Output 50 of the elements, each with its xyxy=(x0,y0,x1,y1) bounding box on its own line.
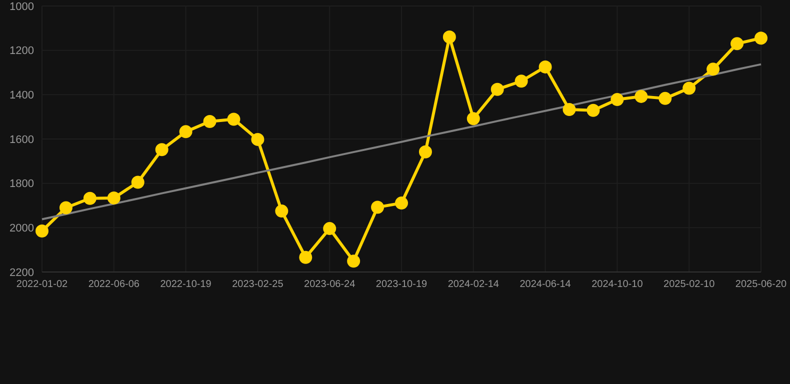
y-tick-label: 1800 xyxy=(10,178,34,190)
x-tick-label: 2024-10-10 xyxy=(592,279,644,290)
x-tick-label: 2022-06-06 xyxy=(88,279,140,290)
point xyxy=(371,200,384,214)
point xyxy=(323,222,336,236)
x-tick-label: 2022-01-02 xyxy=(16,279,68,290)
point xyxy=(706,62,720,76)
y-tick-label: 1000 xyxy=(10,0,34,13)
point xyxy=(586,104,600,117)
point xyxy=(754,32,768,45)
point xyxy=(131,176,144,189)
x-tick-label: 2024-06-14 xyxy=(520,279,572,290)
point xyxy=(514,74,528,88)
point xyxy=(658,92,672,105)
point xyxy=(227,112,240,126)
y-tick-label: 2000 xyxy=(10,222,34,235)
point xyxy=(490,82,504,96)
point xyxy=(83,192,96,205)
x-tick-label: 2025-02-10 xyxy=(664,279,716,290)
point xyxy=(155,143,168,156)
point xyxy=(538,60,552,74)
x-tick-label: 2025-06-20 xyxy=(735,279,788,290)
x-tick-label: 2022-10-19 xyxy=(160,279,212,290)
point xyxy=(203,114,216,128)
point xyxy=(299,250,312,264)
y-tick-label: 2200 xyxy=(10,266,34,279)
point xyxy=(395,196,408,210)
point xyxy=(418,145,432,158)
x-tick-label: 2023-06-24 xyxy=(304,279,356,290)
point xyxy=(442,30,456,44)
y-tick-label: 1200 xyxy=(10,45,34,58)
point xyxy=(682,82,696,95)
y-tick-label: 1600 xyxy=(10,134,34,146)
x-tick-label: 2024-02-14 xyxy=(448,279,500,290)
x-tick-label: 2023-02-25 xyxy=(232,279,284,290)
point xyxy=(251,132,264,146)
y-tick-label: 1400 xyxy=(10,90,34,102)
x-tick-label: 2023-10-19 xyxy=(376,279,428,290)
point xyxy=(179,125,192,138)
point xyxy=(562,103,576,116)
point xyxy=(59,201,72,214)
point xyxy=(610,93,624,106)
point xyxy=(347,254,360,268)
point xyxy=(730,37,744,50)
point xyxy=(36,224,48,238)
point xyxy=(275,204,288,218)
line-series xyxy=(41,63,762,220)
point xyxy=(634,90,648,103)
point xyxy=(466,112,480,126)
point xyxy=(107,191,120,204)
